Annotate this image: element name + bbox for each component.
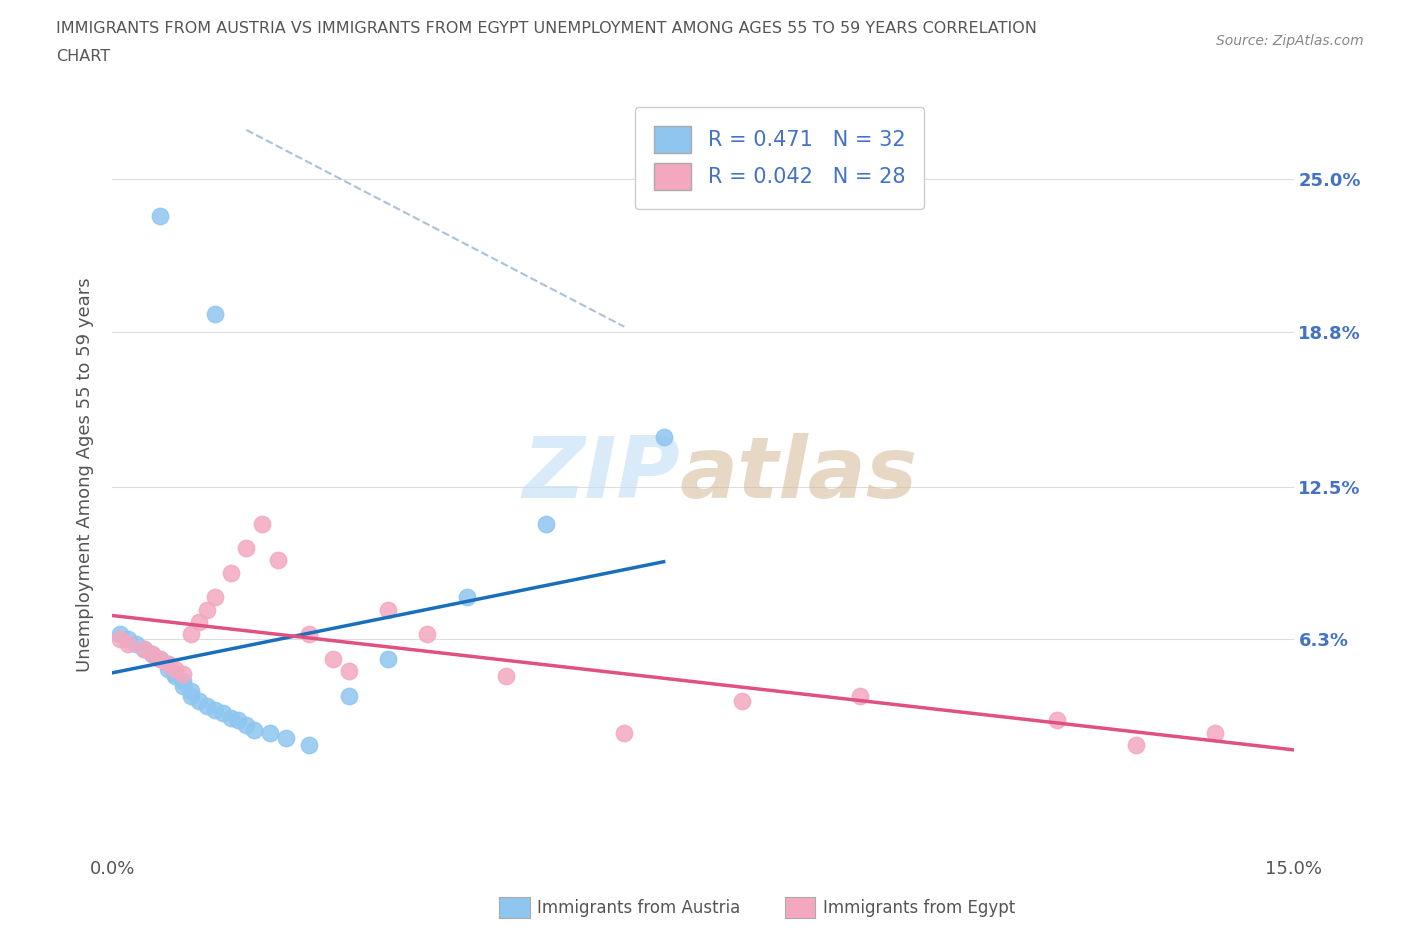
Point (235, 718, 257, 733)
Point (337, 664, 360, 679)
Point (298, 627, 321, 642)
Point (377, 651, 399, 666)
Text: ZIP: ZIP (522, 432, 679, 516)
Point (495, 669, 517, 684)
Legend: R = 0.471   N = 32, R = 0.042   N = 28: R = 0.471 N = 32, R = 0.042 N = 28 (636, 107, 924, 208)
Point (188, 615, 211, 630)
Text: Source: ZipAtlas.com: Source: ZipAtlas.com (1216, 34, 1364, 48)
Point (250, 516, 273, 531)
Point (416, 627, 439, 642)
Point (110, 627, 132, 642)
Point (204, 590, 226, 604)
Point (219, 711, 242, 725)
Point (180, 688, 202, 703)
Point (149, 651, 172, 666)
Point (141, 646, 163, 661)
Text: Immigrants from Egypt: Immigrants from Egypt (823, 898, 1015, 917)
Point (180, 627, 202, 642)
Point (456, 590, 478, 604)
Text: Immigrants from Austria: Immigrants from Austria (537, 898, 741, 917)
Y-axis label: Unemployment Among Ages 55 to 59 years: Unemployment Among Ages 55 to 59 years (76, 277, 94, 671)
Point (172, 673, 194, 688)
Point (1204, 725, 1226, 740)
Point (652, 430, 675, 445)
Point (156, 657, 179, 671)
Point (117, 637, 139, 652)
Point (219, 565, 242, 580)
Point (195, 602, 218, 617)
Point (149, 208, 172, 223)
Point (165, 669, 187, 684)
Point (172, 678, 194, 693)
Point (211, 706, 233, 721)
Point (534, 516, 557, 531)
Point (195, 698, 218, 713)
Point (141, 646, 163, 661)
Point (259, 725, 281, 740)
Point (117, 631, 139, 646)
Point (267, 553, 290, 568)
Point (180, 684, 202, 698)
Point (274, 730, 297, 745)
Text: CHART: CHART (56, 49, 110, 64)
Point (132, 642, 155, 657)
Point (149, 651, 172, 666)
Point (204, 703, 226, 718)
Point (156, 657, 179, 671)
Text: IMMIGRANTS FROM AUSTRIA VS IMMIGRANTS FROM EGYPT UNEMPLOYMENT AMONG AGES 55 TO 5: IMMIGRANTS FROM AUSTRIA VS IMMIGRANTS FR… (56, 21, 1038, 36)
Point (188, 693, 211, 708)
Point (204, 307, 226, 322)
Point (849, 688, 872, 703)
Point (165, 661, 187, 676)
Text: atlas: atlas (679, 432, 918, 516)
Point (377, 602, 399, 617)
Point (110, 631, 132, 646)
Point (156, 661, 179, 676)
Point (322, 651, 344, 666)
Point (731, 693, 754, 708)
Point (132, 642, 155, 657)
Point (1046, 713, 1069, 728)
Point (228, 713, 250, 728)
Point (613, 725, 636, 740)
Point (172, 666, 194, 681)
Point (165, 666, 187, 681)
Point (337, 688, 360, 703)
Point (1125, 737, 1147, 752)
Point (125, 637, 148, 652)
Point (235, 540, 257, 555)
Point (298, 737, 321, 752)
Point (243, 723, 266, 737)
